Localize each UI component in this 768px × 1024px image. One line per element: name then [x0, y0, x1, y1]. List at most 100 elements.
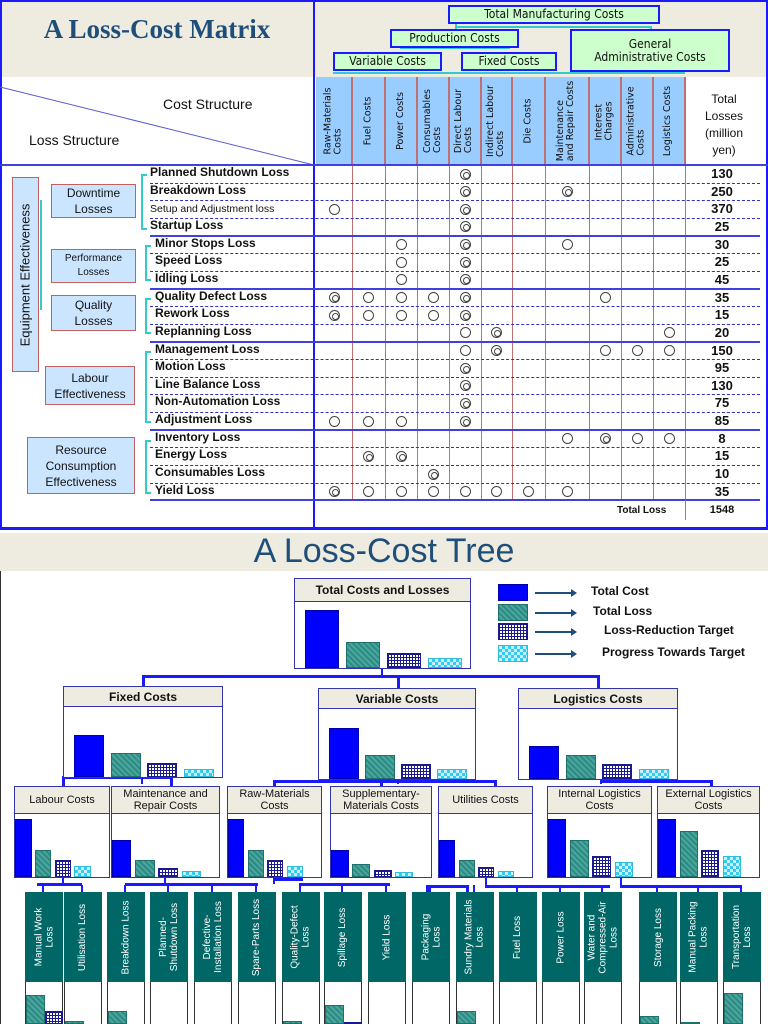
progress-bar	[614, 861, 633, 877]
leaf-label: Quality-Defect Loss	[290, 905, 313, 969]
leaf-chart	[542, 982, 580, 1024]
leaf-label: Water and Compressed-Air Loss	[586, 900, 620, 974]
connector	[473, 885, 475, 893]
column-header-label: Power Costs	[394, 92, 406, 150]
double-circle-mark	[459, 256, 471, 268]
group-divider	[150, 499, 760, 502]
leaf-label: Manual Packing Loss	[688, 901, 710, 973]
leaf-loss-box: Defective- Installation Loss	[194, 892, 232, 982]
row-divider	[150, 465, 760, 467]
double-circle-mark	[328, 292, 340, 304]
tree-title: A Loss-Cost Tree	[253, 532, 515, 570]
leaf-label: Power Loss	[555, 910, 567, 964]
leaf-loss-box: Manual Packing Loss	[680, 892, 718, 982]
loss-reduction-target-bar	[592, 855, 611, 877]
loss-reduction-target-bar	[54, 859, 72, 877]
connector	[141, 778, 143, 784]
leaf-chart	[194, 982, 232, 1024]
circle-mark	[427, 292, 439, 304]
circle-mark	[599, 292, 611, 304]
total-loss-bar	[679, 831, 698, 877]
double-circle-mark	[328, 486, 340, 498]
leaf-chart	[680, 982, 718, 1024]
column-header-label: Consumables Costs	[421, 89, 443, 153]
tree-node: Supplementary-Materials Costs	[330, 786, 432, 878]
tree-title-band	[0, 533, 768, 571]
column-header-label: Die Costs	[522, 98, 534, 144]
loss-reduction-target-bar	[158, 868, 178, 877]
row-total: 130	[711, 166, 733, 181]
connector	[426, 885, 429, 893]
double-circle-mark	[491, 327, 502, 339]
total-loss-bar	[724, 992, 743, 1024]
double-circle-mark	[459, 362, 471, 374]
circle-mark	[491, 486, 502, 498]
leaf-chart	[282, 982, 320, 1024]
connector	[255, 885, 257, 893]
total-loss-bar	[34, 849, 52, 877]
row-label: Motion Loss	[155, 359, 226, 374]
row-total: 15	[714, 448, 730, 464]
tree-node-chart	[295, 604, 470, 668]
leaf-chart	[107, 982, 145, 1024]
legend-swatch	[498, 604, 528, 621]
total-loss-bar	[108, 1011, 127, 1024]
row-divider	[150, 217, 760, 219]
double-circle-mark	[459, 168, 471, 180]
category-label: Equipment Effectiveness	[17, 203, 33, 346]
category-resource-consumption: Resource Consumption Effectiveness	[27, 437, 135, 494]
leaf-chart	[584, 982, 622, 1024]
tree-node-chart	[64, 709, 222, 777]
loss-reduction-target-bar	[701, 849, 720, 877]
total-loss-bar	[26, 994, 45, 1024]
tree-node-title: Raw-Materials Costs	[228, 787, 321, 814]
column-header-label: Fuel Costs	[362, 96, 374, 146]
column-header-label: Indirect Labour Costs	[485, 85, 507, 157]
leaf-chart	[368, 982, 406, 1024]
row-divider	[150, 200, 760, 202]
row-divider	[150, 447, 760, 449]
general-admin-costs-box: General Administrative Costs	[570, 29, 730, 72]
circle-mark	[427, 309, 439, 321]
leaf-label: Defective- Installation Loss	[202, 901, 224, 973]
connector	[142, 675, 598, 678]
column-header: Interest Charges	[589, 77, 621, 165]
progress-bar	[497, 870, 514, 877]
connector	[62, 878, 64, 884]
connector	[142, 675, 145, 687]
leaf-label: Planned- Shutdown Loss	[158, 902, 181, 972]
connector	[485, 885, 610, 888]
total-cost-bar	[439, 840, 456, 877]
legend-swatch	[498, 645, 528, 662]
connector	[426, 885, 466, 888]
row-total: 85	[714, 413, 730, 429]
connector	[211, 885, 213, 893]
leaf-chart	[25, 982, 63, 1024]
row-label: Speed Loss	[155, 253, 223, 268]
row-label: Consumables Loss	[155, 465, 266, 480]
leaf-loss-box: Utilisation Loss	[64, 892, 102, 982]
circle-mark	[663, 327, 675, 339]
connector	[124, 885, 126, 893]
row-total: 30	[714, 236, 730, 252]
leaf-chart	[639, 982, 677, 1024]
leaf-loss-box: Planned- Shutdown Loss	[150, 892, 188, 982]
total-loss-label: Total Loss	[617, 505, 667, 516]
connector	[656, 885, 658, 893]
double-circle-mark	[459, 380, 471, 392]
leaf-label: Spillage Loss	[337, 907, 349, 967]
tree-node-chart	[112, 816, 219, 877]
total-loss-bar	[352, 863, 371, 877]
double-circle-mark	[328, 309, 340, 321]
connector	[397, 675, 400, 688]
double-circle-mark	[395, 450, 407, 462]
connector	[164, 878, 166, 884]
tree-node: External Logistics Costs	[657, 786, 760, 878]
double-circle-mark	[459, 221, 471, 233]
row-total: 25	[714, 254, 730, 270]
legend-swatch	[498, 623, 528, 640]
column-header: Logistics Costs	[653, 77, 685, 165]
leaf-chart	[324, 982, 362, 1024]
leaf-label: Sundry Materials Loss	[464, 899, 486, 975]
total-cost-bar	[658, 819, 677, 877]
